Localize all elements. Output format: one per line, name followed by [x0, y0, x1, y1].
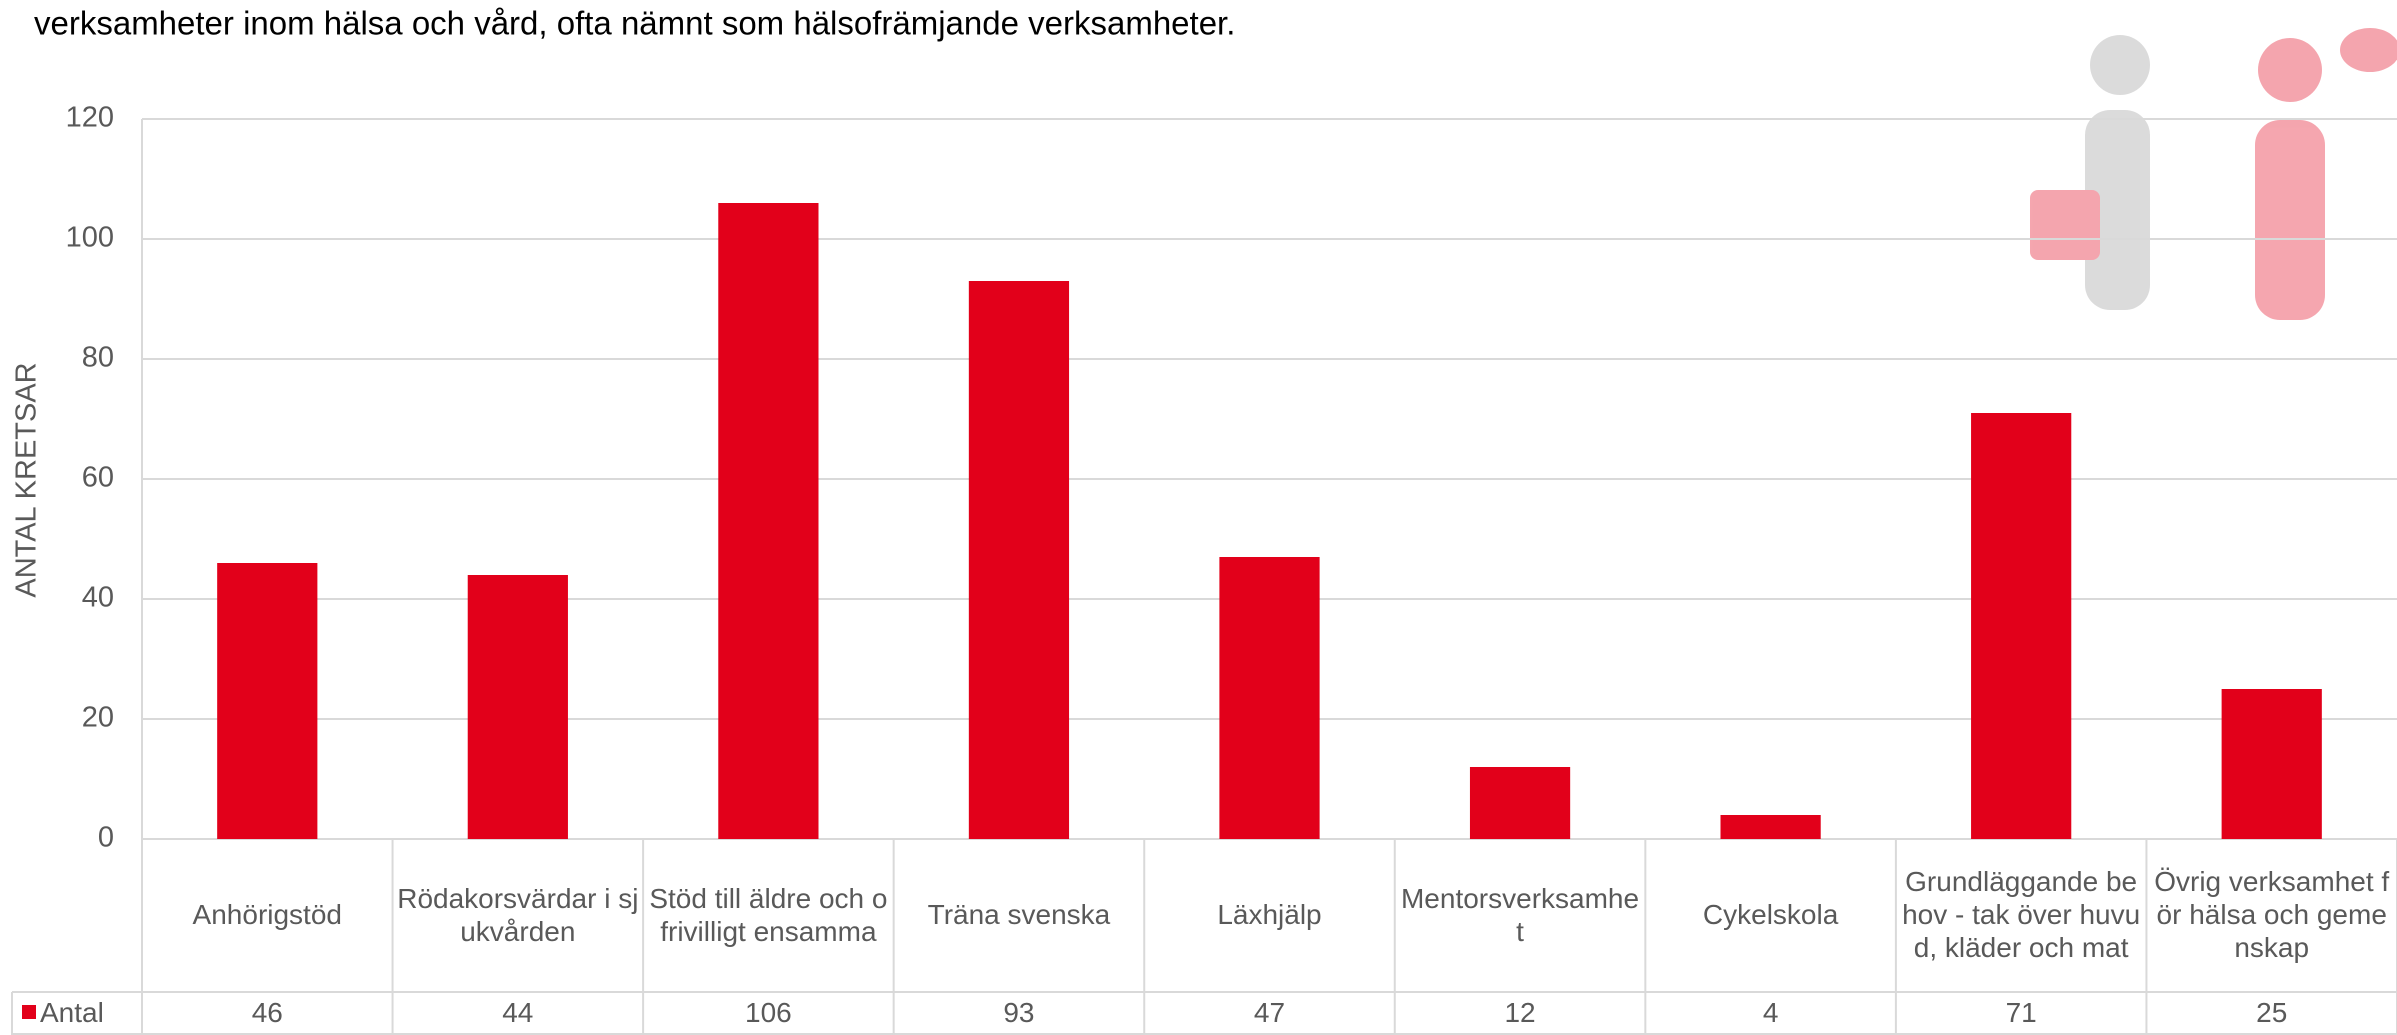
x-tick-label: Mentorsverksamhet	[1395, 839, 1646, 992]
bar	[1219, 557, 1319, 839]
data-label: 44	[393, 992, 644, 1035]
x-tick-label: Läxhjälp	[1144, 839, 1395, 992]
bar	[1971, 413, 2071, 839]
y-tick-label: 80	[82, 342, 114, 374]
x-tick-label: Grundläggande behov - tak över huvud, kl…	[1896, 839, 2147, 992]
y-tick-label: 40	[82, 582, 114, 614]
legend-label: Antal	[36, 992, 142, 1035]
data-label: 93	[894, 992, 1145, 1035]
data-label: 106	[643, 992, 894, 1035]
x-tick-label: Cykelskola	[1645, 839, 1896, 992]
data-label: 25	[2146, 992, 2397, 1035]
legend-swatch	[22, 1005, 36, 1019]
decoration	[2030, 28, 2397, 320]
chart-title: verksamheter inom hälsa och vård, ofta n…	[34, 5, 1235, 42]
x-tick-label: Stöd till äldre och ofrivilligt ensamma	[643, 839, 894, 992]
y-tick-label: 100	[66, 222, 114, 254]
y-tick-label: 20	[82, 702, 114, 734]
y-tick-label: 60	[82, 462, 114, 494]
bar	[1721, 815, 1821, 839]
x-tick-label: Träna svenska	[894, 839, 1145, 992]
y-tick-label: 0	[98, 822, 114, 854]
bar	[718, 203, 818, 839]
x-tick-label: Övrig verksamhet för hälsa och gemenskap	[2146, 839, 2397, 992]
data-label: 46	[142, 992, 393, 1035]
page: verksamheter inom hälsa och vård, ofta n…	[0, 0, 2397, 1035]
bar	[468, 575, 568, 839]
bar	[2222, 689, 2322, 839]
y-axis-label: ANTAL KRETSAR	[11, 362, 43, 597]
bar	[1470, 767, 1570, 839]
bar	[217, 563, 317, 839]
data-label: 71	[1896, 992, 2147, 1035]
data-label: 12	[1395, 992, 1646, 1035]
data-label: 47	[1144, 992, 1395, 1035]
bar	[969, 281, 1069, 839]
x-tick-label: Anhörigstöd	[142, 839, 393, 992]
y-tick-label: 120	[66, 102, 114, 134]
data-label: 4	[1645, 992, 1896, 1035]
x-tick-label: Rödakorsvärdar i sjukvården	[393, 839, 644, 992]
